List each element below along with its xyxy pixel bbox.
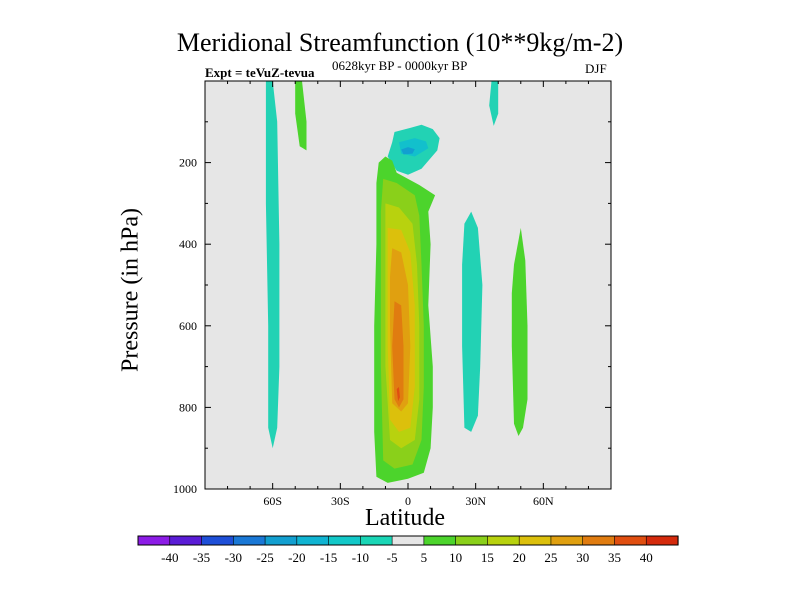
colorbar-box (360, 535, 393, 546)
colorbar-box (487, 535, 520, 546)
colorbar-box (201, 535, 234, 546)
x-tick-label: 30S (331, 494, 350, 508)
colorbar-box (645, 535, 679, 546)
x-tick-label: 30N (465, 494, 486, 508)
contour-regions (265, 81, 528, 483)
colorbar-label: -25 (256, 550, 273, 565)
colorbar-label: -5 (387, 550, 398, 565)
colorbar-label: 15 (481, 550, 494, 565)
x-tick-label: 0 (405, 494, 411, 508)
colorbar-box (328, 535, 361, 546)
chart-title: Meridional Streamfunction (10**9kg/m-2) (176, 28, 624, 57)
colorbar-label: -20 (288, 550, 305, 565)
colorbar-box (264, 535, 298, 546)
colorbar-label: -40 (161, 550, 178, 565)
axis-ticks: 60S 30S 0 30N 60N 200 400 600 800 1000 (173, 81, 611, 508)
colorbar-label: 20 (513, 550, 526, 565)
contour-region-5 (401, 147, 415, 155)
contour-region-1 (295, 81, 307, 151)
colorbar-label: 35 (608, 550, 621, 565)
y-tick-label: 400 (179, 237, 197, 251)
colorbar-box (614, 535, 647, 546)
x-tick-label: 60N (533, 494, 554, 508)
colorbar-box (455, 535, 489, 546)
colorbar-label: 25 (544, 550, 557, 565)
colorbar-box (391, 535, 425, 546)
y-tick-label: 600 (179, 319, 197, 333)
contour-region-11 (392, 301, 404, 408)
colorbar-label: 10 (449, 550, 462, 565)
colorbar-frame (137, 535, 679, 546)
experiment-label: Expt = teVuZ-tevua (205, 65, 315, 80)
colorbar-label: 40 (640, 550, 653, 565)
y-tick-label: 1000 (173, 482, 197, 496)
colorbar-box (296, 535, 330, 546)
season-label: DJF (585, 61, 607, 76)
colorbar-label: 5 (421, 550, 428, 565)
colorbar-label: -15 (320, 550, 337, 565)
contour-region-0 (265, 81, 280, 449)
contour-region-2 (489, 81, 499, 126)
y-tick-label: 200 (179, 156, 197, 170)
contour-region-13 (462, 211, 483, 432)
x-axis-title: Latitude (365, 505, 445, 531)
contour-region-12 (396, 387, 400, 402)
colorbar-label: 30 (576, 550, 589, 565)
colorbar-box (232, 535, 266, 546)
colorbar-box (550, 535, 584, 546)
y-tick-label: 800 (179, 400, 197, 414)
x-tick-label: 60S (263, 494, 282, 508)
colorbar-box (518, 535, 552, 546)
period-label: 0628kyr BP - 0000kyr BP (332, 58, 468, 73)
contour-region-14 (511, 227, 528, 436)
colorbar: -40 -35 -30 -25 -20 -15 -10 -5 5 10 15 20 25 30 35 40 (137, 535, 679, 565)
colorbar-label: -10 (352, 550, 369, 565)
colorbar-label: -35 (193, 550, 210, 565)
colorbar-label: -30 (225, 550, 242, 565)
colorbar-box (582, 535, 616, 546)
colorbar-box (137, 535, 171, 546)
colorbar-box (423, 535, 457, 546)
colorbar-box (169, 535, 203, 546)
